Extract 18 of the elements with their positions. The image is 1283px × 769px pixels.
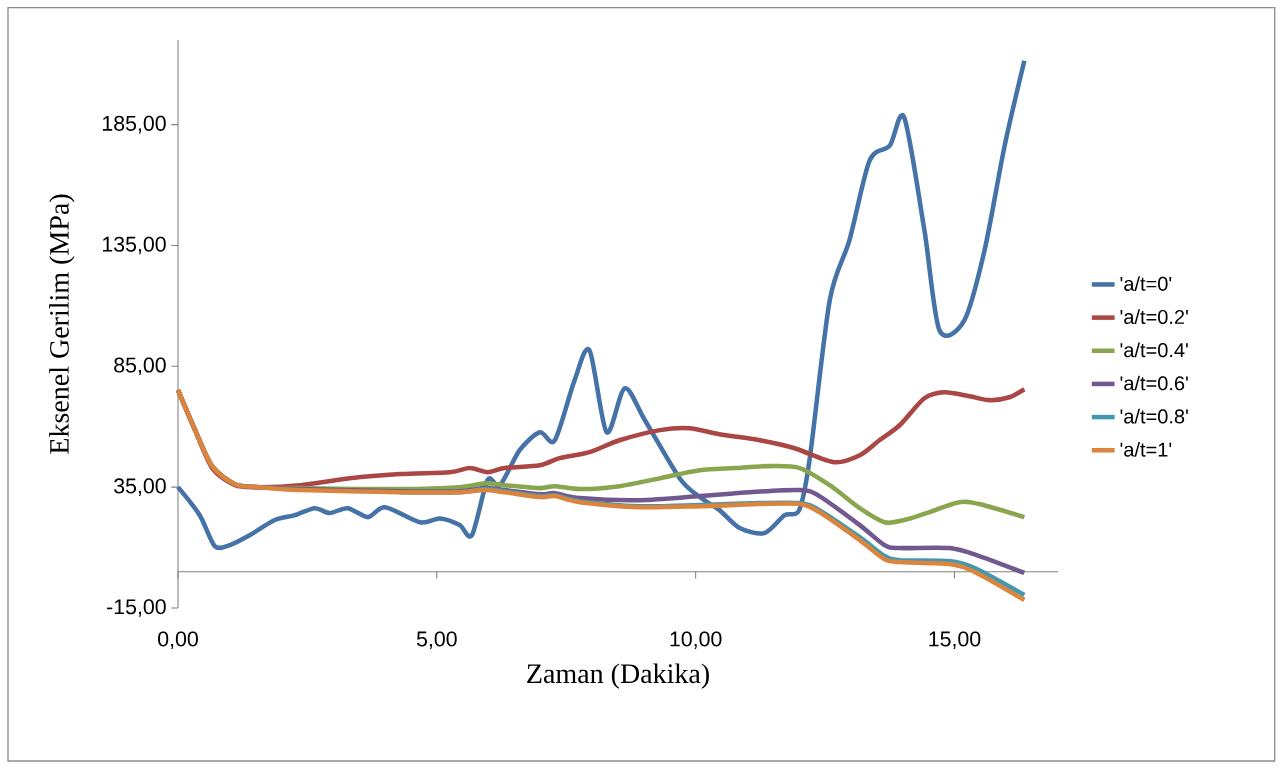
- x-tick-label: 5,00: [416, 631, 457, 649]
- legend-label: 'a/t=0.6': [1120, 375, 1188, 391]
- legend-label: 'a/t=0': [1120, 276, 1172, 291]
- x-axis-title: Zaman (Dakika): [527, 663, 709, 689]
- y-tick-label: 185,00: [103, 115, 166, 134]
- x-tick-label: 0,00: [158, 631, 198, 649]
- x-tick-label: 15,00: [929, 631, 981, 649]
- y-tick-label: 85,00: [114, 357, 166, 376]
- legend-label: 'a/t=0.2': [1120, 309, 1188, 325]
- x-tick-label: 10,00: [670, 631, 722, 649]
- y-tick-label: -15,00: [107, 599, 166, 617]
- line-series: [175, 58, 1027, 549]
- legend-label: 'a/t=1': [1120, 442, 1172, 457]
- legend-label: 'a/t=0.4': [1120, 342, 1188, 358]
- y-tick-label: 135,00: [103, 236, 166, 255]
- y-tick-label: 35,00: [114, 478, 166, 496]
- y-axis-title: Eksenel Gerilim (MPa): [49, 194, 75, 454]
- legend-label: 'a/t=0.8': [1120, 408, 1188, 424]
